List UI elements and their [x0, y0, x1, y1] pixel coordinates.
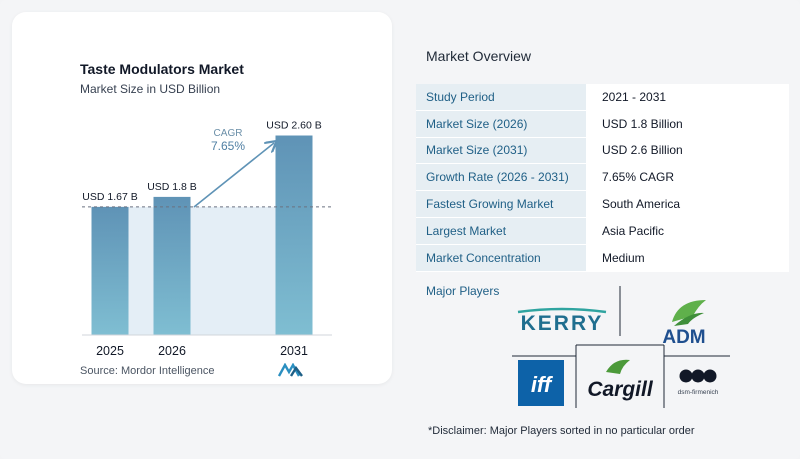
data-label-2031: USD 2.60 B	[266, 120, 321, 132]
row-key: Fastest Growing Market	[416, 191, 586, 217]
cagr-arrow	[193, 143, 274, 208]
bar-2026	[153, 196, 191, 335]
table-row: Growth Rate (2026 - 2031) 7.65% CAGR	[416, 164, 789, 192]
table-row: Market Concentration Medium	[416, 244, 789, 272]
bar-2025	[91, 206, 129, 335]
cagr-label: CAGR	[214, 128, 243, 139]
row-key: Market Size (2031)	[416, 137, 586, 164]
row-value: South America	[586, 191, 789, 217]
bar-2031	[275, 135, 313, 335]
chart-card: USD 1.67 B 2025 USD 1.8 B 2026 USD 2.60 B 203…	[12, 12, 392, 384]
disclaimer: *Disclaimer: Major Players sorted in no …	[428, 425, 695, 437]
table-row: Study Period 2021 - 2031	[416, 84, 789, 111]
overview-table: Study Period 2021 - 2031 Market Size (20…	[416, 84, 789, 272]
table-row: Largest Market Asia Pacific	[416, 217, 789, 245]
row-value: 2021 - 2031	[586, 84, 789, 110]
row-value: Medium	[586, 244, 789, 271]
market-overview: Market Overview Study Period 2021 - 2031…	[408, 0, 800, 459]
band-area	[190, 206, 276, 335]
row-value: Asia Pacific	[586, 217, 789, 244]
row-key: Growth Rate (2026 - 2031)	[416, 164, 586, 191]
chart-title: Taste Modulators Market	[80, 61, 244, 77]
cargill-logo: Cargill	[587, 359, 654, 401]
table-row: Market Size (2026) USD 1.8 Billion	[416, 110, 789, 138]
chart-subtitle: Market Size in USD Billion	[80, 82, 221, 96]
row-value: 7.65% CAGR	[586, 164, 789, 191]
row-key: Market Size (2026)	[416, 110, 586, 137]
x-tick-2026: 2026	[158, 344, 186, 358]
table-row: Fastest Growing Market South America	[416, 191, 789, 218]
data-label-2025: USD 1.67 B	[82, 191, 137, 203]
overview-title: Market Overview	[426, 48, 532, 64]
mordor-logo-icon	[278, 363, 303, 377]
row-key: Study Period	[416, 84, 586, 110]
cagr-value: 7.65%	[211, 139, 245, 153]
row-value: USD 1.8 Billion	[586, 110, 789, 137]
x-tick-2031: 2031	[280, 344, 308, 358]
iff-logo: iff	[518, 360, 564, 406]
bar-chart: USD 1.67 B 2025 USD 1.8 B 2026 USD 2.60 B 203…	[82, 120, 332, 358]
kerry-logo-text: KERRY	[521, 312, 604, 335]
data-label-2026: USD 1.8 B	[147, 181, 197, 193]
band-area	[128, 206, 154, 335]
source-text: Source: Mordor Intelligence	[80, 365, 215, 377]
adm-logo: ADM	[662, 300, 706, 348]
kerry-logo: KERRY	[517, 307, 607, 335]
x-tick-2025: 2025	[96, 344, 124, 358]
adm-logo-text: ADM	[662, 327, 705, 348]
players-label: Major Players	[426, 284, 500, 298]
row-key: Market Concentration	[416, 244, 586, 271]
dsm-firmenich-logo: dsm-firmenich	[678, 369, 719, 396]
major-players-grid: KERRY ADM iff Cargill	[512, 286, 730, 408]
dsm-firmenich-logo-text: dsm-firmenich	[678, 389, 719, 396]
row-key: Largest Market	[416, 217, 586, 244]
iff-logo-text: iff	[531, 372, 554, 397]
cargill-logo-text: Cargill	[587, 378, 654, 401]
row-value: USD 2.6 Billion	[586, 137, 789, 164]
table-row: Market Size (2031) USD 2.6 Billion	[416, 137, 789, 165]
